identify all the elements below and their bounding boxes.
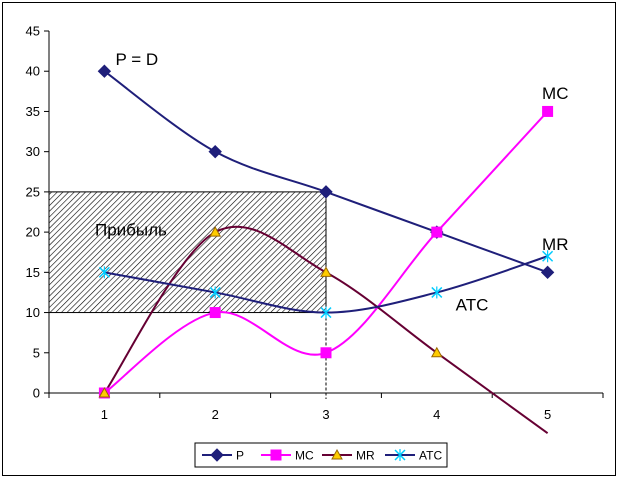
series-line-mr <box>103 225 549 435</box>
point-mr <box>98 386 111 398</box>
profit-label: Прибыль <box>95 221 167 240</box>
annotation: MR <box>542 235 568 254</box>
x-tick-label: 3 <box>322 407 329 422</box>
annotation: MC <box>542 84 568 103</box>
legend-label: P <box>236 449 244 463</box>
y-tick-label: 0 <box>33 386 40 401</box>
y-tick-label: 30 <box>26 144 40 159</box>
profit-region <box>48 191 327 314</box>
legend-marker <box>210 448 224 462</box>
x-tick-label: 2 <box>212 407 219 422</box>
y-tick-label: 25 <box>26 184 40 199</box>
point-p <box>97 64 112 78</box>
y-tick-label: 35 <box>26 104 40 119</box>
legend-label: ATC <box>419 449 442 463</box>
point-mc <box>431 226 443 238</box>
x-tick-label: 1 <box>101 407 108 422</box>
point-mr <box>430 346 443 358</box>
y-tick-label: 40 <box>26 64 40 79</box>
legend-marker <box>331 448 343 460</box>
point-atc <box>320 306 332 319</box>
y-tick-label: 15 <box>26 265 40 280</box>
point-mc <box>320 347 332 359</box>
point-p <box>319 185 333 199</box>
y-tick-label: 45 <box>26 24 40 39</box>
point-mr <box>320 266 332 277</box>
x-tick-label: 4 <box>433 407 440 422</box>
point-mr <box>209 226 222 237</box>
point-atc <box>542 250 554 263</box>
y-tick-label: 5 <box>33 345 40 360</box>
y-tick-label: 20 <box>26 225 40 240</box>
point-atc <box>431 286 443 299</box>
point-p <box>208 144 222 159</box>
legend-marker <box>394 449 406 461</box>
point-p <box>540 265 555 280</box>
point-atc <box>98 266 110 279</box>
legend-marker <box>270 449 282 461</box>
point-mc <box>542 105 554 117</box>
annotation: P = D <box>115 50 158 69</box>
point-mc <box>209 307 221 319</box>
x-tick-label: 5 <box>544 407 551 422</box>
legend-label: MR <box>356 449 375 463</box>
y-tick-label: 10 <box>26 305 40 320</box>
legend-label: MC <box>295 449 314 463</box>
point-atc <box>209 286 221 299</box>
annotation: ATC <box>456 296 489 315</box>
